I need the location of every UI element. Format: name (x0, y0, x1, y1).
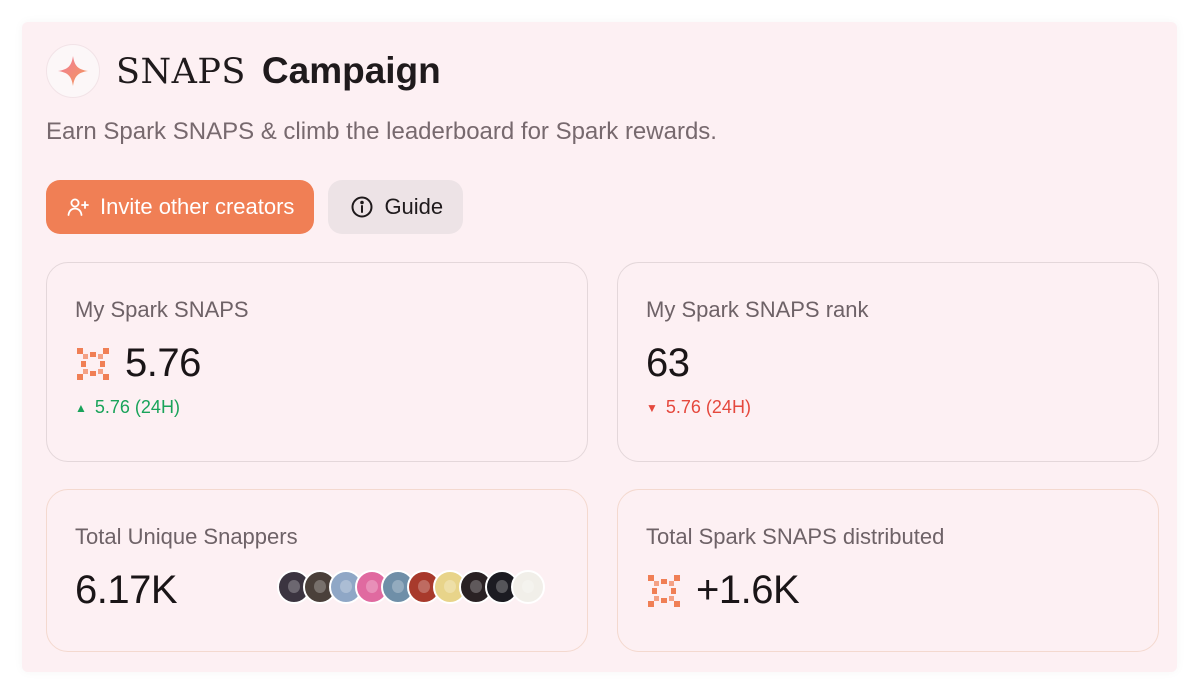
my-snaps-card: My Spark SNAPS 5.76 ▲ 5.76 (24H) (46, 262, 588, 462)
user-plus-icon (66, 195, 90, 219)
unique-snappers-value: 6.17K (75, 568, 178, 612)
campaign-header: SNAPS Campaign (46, 44, 441, 98)
snaps-pixel-icon (75, 346, 111, 382)
distributed-snaps-label: Total Spark SNAPS distributed (646, 524, 945, 549)
avatar[interactable] (329, 570, 363, 604)
distributed-snaps-card: Total Spark SNAPS distributed +1.6K (617, 489, 1159, 652)
action-buttons: Invite other creators Guide (46, 180, 464, 234)
my-snaps-value: 5.76 (125, 341, 201, 385)
my-rank-delta-text: 5.76 (24H) (665, 397, 751, 417)
my-rank-label: My Spark SNAPS rank (646, 297, 869, 322)
unique-snappers-label: Total Unique Snappers (75, 524, 298, 549)
distributed-snaps-value-row: +1.6K (646, 568, 800, 613)
invite-creators-button[interactable]: Invite other creators (46, 180, 315, 234)
title-name: Campaign (261, 50, 441, 91)
avatar-stack[interactable] (277, 570, 545, 604)
triangle-up-icon: ▲ (75, 400, 87, 415)
triangle-down-icon: ▼ (646, 400, 658, 415)
my-rank-value-row: 63 (646, 341, 690, 386)
guide-button[interactable]: Guide (328, 180, 464, 234)
unique-snappers-card: Total Unique Snappers 6.17K (46, 489, 588, 652)
snaps-pixel-icon (646, 573, 682, 609)
sparkle-icon (58, 56, 88, 86)
my-rank-card: My Spark SNAPS rank 63 ▼ 5.76 (24H) (617, 262, 1159, 462)
snaps-campaign-panel: SNAPS Campaign Earn Spark SNAPS & climb … (22, 22, 1177, 672)
my-snaps-label: My Spark SNAPS (75, 297, 249, 322)
unique-snappers-value-row: 6.17K (75, 568, 178, 613)
my-snaps-delta-text: 5.76 (24H) (94, 397, 180, 417)
page-title: SNAPS Campaign (116, 50, 441, 92)
avatar[interactable] (511, 570, 545, 604)
distributed-snaps-value: +1.6K (696, 568, 800, 612)
my-snaps-value-row: 5.76 (75, 341, 201, 386)
my-rank-value: 63 (646, 341, 690, 385)
guide-label: Guide (384, 194, 444, 219)
campaign-logo (46, 44, 100, 98)
title-brand: SNAPS (116, 52, 246, 92)
my-rank-delta: ▼ 5.76 (24H) (646, 397, 751, 418)
info-icon (350, 195, 374, 219)
invite-creators-label: Invite other creators (100, 194, 295, 219)
page-subtitle: Earn Spark SNAPS & climb the leaderboard… (46, 118, 717, 145)
my-snaps-delta: ▲ 5.76 (24H) (75, 397, 180, 418)
